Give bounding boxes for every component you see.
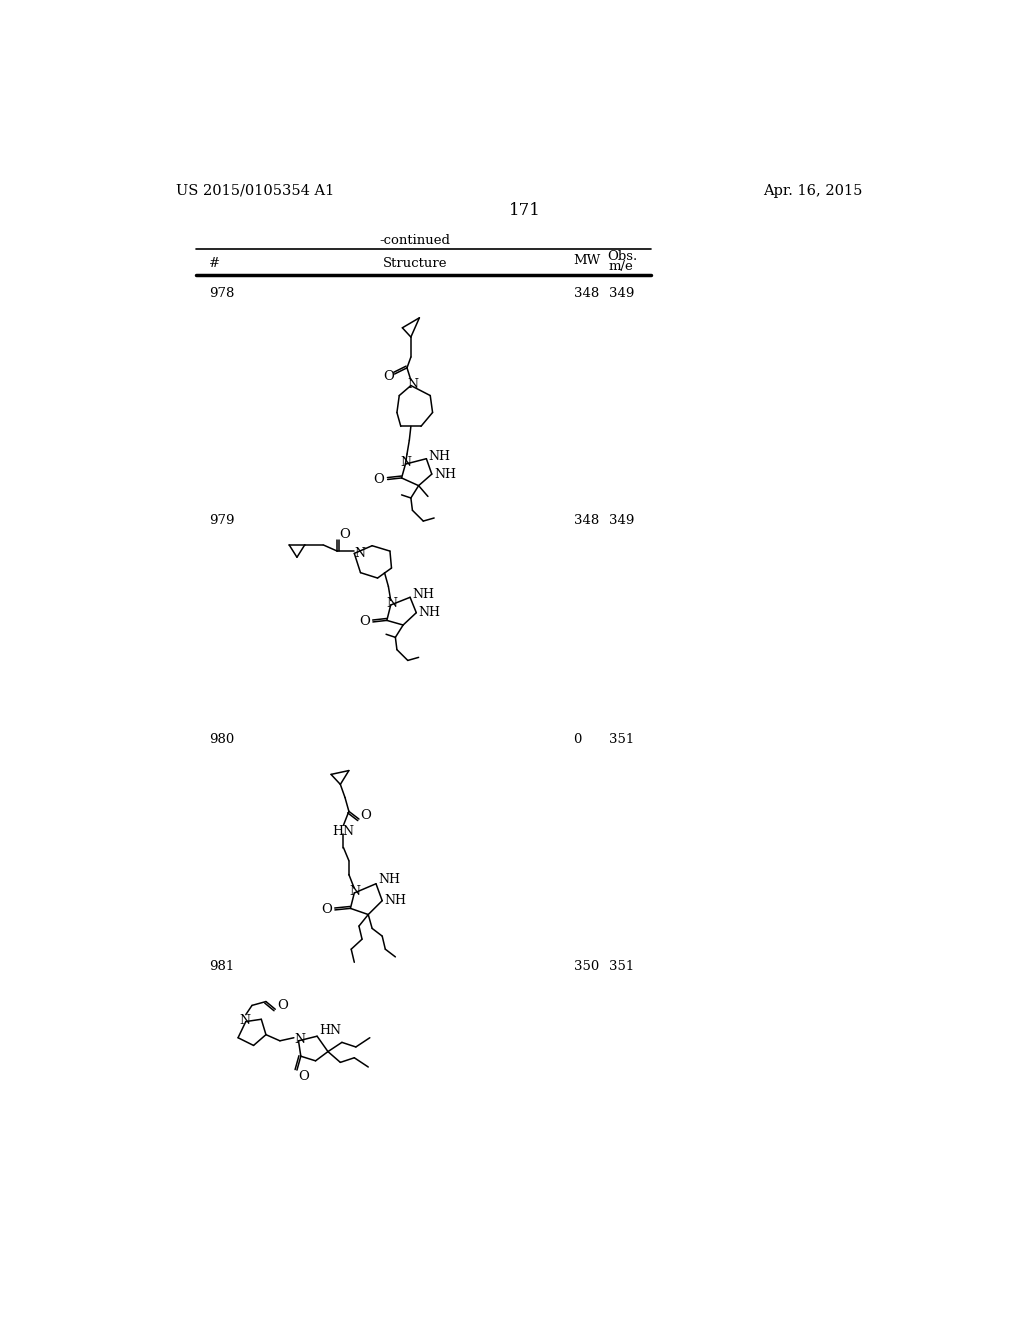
Text: 349: 349 <box>608 286 634 300</box>
Text: US 2015/0105354 A1: US 2015/0105354 A1 <box>176 183 334 198</box>
Text: NH: NH <box>385 894 407 907</box>
Text: m/e: m/e <box>608 260 633 273</box>
Text: NH: NH <box>419 606 440 619</box>
Text: HN: HN <box>332 825 354 838</box>
Text: O: O <box>374 473 385 486</box>
Text: 349: 349 <box>608 513 634 527</box>
Text: N: N <box>400 455 412 469</box>
Text: N: N <box>349 884 360 898</box>
Text: N: N <box>354 546 366 560</box>
Text: NH: NH <box>413 587 434 601</box>
Text: 348: 348 <box>573 513 599 527</box>
Text: Apr. 16, 2015: Apr. 16, 2015 <box>764 183 863 198</box>
Text: O: O <box>339 528 349 541</box>
Text: NH: NH <box>378 874 400 887</box>
Text: 980: 980 <box>209 733 234 746</box>
Text: O: O <box>359 615 370 628</box>
Text: -continued: -continued <box>379 234 451 247</box>
Text: O: O <box>360 809 372 822</box>
Text: 0: 0 <box>573 733 582 746</box>
Text: Obs.: Obs. <box>607 249 637 263</box>
Text: O: O <box>276 999 288 1012</box>
Text: 351: 351 <box>608 733 634 746</box>
Text: N: N <box>386 597 397 610</box>
Text: Structure: Structure <box>383 256 447 269</box>
Text: 978: 978 <box>209 286 234 300</box>
Text: 348: 348 <box>573 286 599 300</box>
Text: O: O <box>299 1069 309 1082</box>
Text: HN: HN <box>319 1023 341 1036</box>
Text: O: O <box>321 903 332 916</box>
Text: N: N <box>294 1032 305 1045</box>
Text: 351: 351 <box>608 961 634 973</box>
Text: 979: 979 <box>209 513 234 527</box>
Text: NH: NH <box>434 467 456 480</box>
Text: N: N <box>408 378 419 391</box>
Text: #: # <box>209 256 220 269</box>
Text: MW: MW <box>573 253 601 267</box>
Text: NH: NH <box>429 450 451 463</box>
Text: 171: 171 <box>509 202 541 219</box>
Text: N: N <box>240 1014 251 1027</box>
Text: O: O <box>384 370 394 383</box>
Text: 350: 350 <box>573 961 599 973</box>
Text: 981: 981 <box>209 961 234 973</box>
